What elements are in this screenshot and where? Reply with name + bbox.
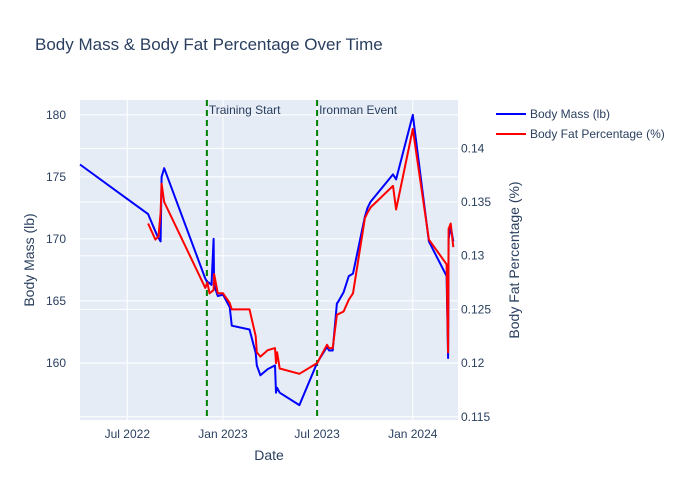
y2-tick-label: 0.135 xyxy=(461,195,491,209)
body-fat-line xyxy=(147,128,455,375)
y2-tick-label: 0.115 xyxy=(461,410,490,424)
series-layer xyxy=(79,113,455,407)
y2-tick-label: 0.12 xyxy=(461,356,485,370)
x-axis-ticks: Jul 2022 Jan 2023 Jul 2023 Jan 2024 xyxy=(105,427,438,441)
event-label: Training Start xyxy=(209,103,281,117)
event-markers: Training Start Ironman Event xyxy=(205,100,398,420)
plot-area xyxy=(80,100,458,420)
y2-axis-title: Body Fat Percentage (%) xyxy=(506,181,522,338)
y-axis-title: Body Mass (lb) xyxy=(21,213,37,306)
legend-label: Body Fat Percentage (%) xyxy=(530,127,665,141)
legend-item[interactable]: Body Fat Percentage (%) xyxy=(496,127,665,141)
x-tick-label: Jul 2023 xyxy=(294,427,340,441)
y-tick-label: 180 xyxy=(46,108,66,122)
legend[interactable]: Body Mass (lb) Body Fat Percentage (%) xyxy=(496,107,665,141)
x-axis-title: Date xyxy=(254,447,284,463)
y2-tick-label: 0.125 xyxy=(461,302,491,316)
event-label: Ironman Event xyxy=(319,103,398,117)
chart-title: Body Mass & Body Fat Percentage Over Tim… xyxy=(35,35,383,54)
y2-tick-label: 0.13 xyxy=(461,249,485,263)
y-tick-label: 165 xyxy=(46,294,66,308)
y2-tick-label: 0.14 xyxy=(461,141,485,155)
x-tick-label: Jul 2022 xyxy=(105,427,151,441)
legend-label: Body Mass (lb) xyxy=(530,107,610,121)
y-tick-label: 170 xyxy=(46,232,66,246)
y-tick-label: 175 xyxy=(46,170,66,184)
legend-item[interactable]: Body Mass (lb) xyxy=(496,107,610,121)
x-tick-label: Jan 2023 xyxy=(198,427,248,441)
y-axis-ticks: 160 165 170 175 180 xyxy=(46,108,66,370)
x-tick-label: Jan 2024 xyxy=(388,427,438,441)
y2-axis-ticks: 0.115 0.12 0.125 0.13 0.135 0.14 xyxy=(461,141,491,423)
y-tick-label: 160 xyxy=(46,356,66,370)
